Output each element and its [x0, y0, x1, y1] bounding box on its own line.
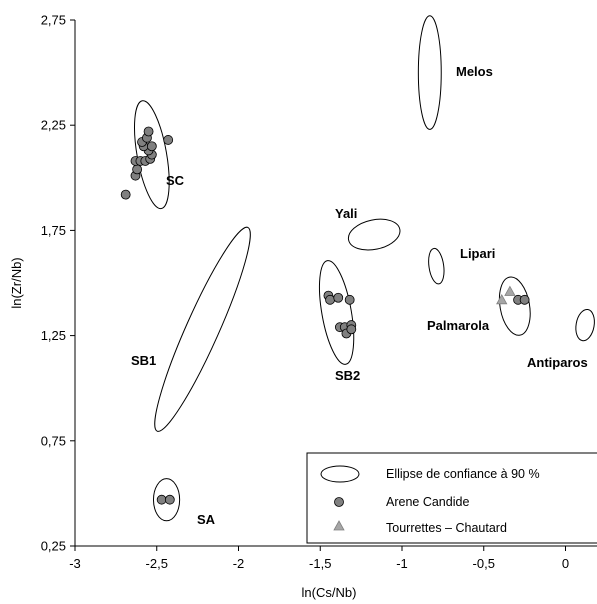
- point-tourrettes-chautard: [496, 294, 508, 305]
- group-label-sb2: SB2: [335, 368, 360, 383]
- point-arene-candide: [519, 294, 530, 305]
- point-arene-candide: [143, 126, 154, 137]
- point-arene-candide: [132, 164, 143, 175]
- group-label-yali: Yali: [335, 206, 357, 221]
- y-tick-label: 0,25: [41, 539, 66, 554]
- x-tick-label: 0: [562, 556, 569, 571]
- legend: Ellipse de confiance à 90 % Arene Candid…: [306, 452, 597, 544]
- ellipse-palmarola: [498, 276, 531, 336]
- point-arene-candide: [146, 141, 157, 152]
- point-arene-candide: [325, 294, 335, 305]
- ellipse-sa: [152, 478, 181, 522]
- axes: [74, 20, 597, 547]
- legend-label-arene-candide: Arene Candide: [386, 495, 469, 509]
- y-tick-label: 1,75: [41, 223, 66, 238]
- ellipse-lipari: [428, 247, 445, 285]
- legend-label-ellipse: Ellipse de confiance à 90 %: [386, 467, 540, 481]
- point-arene-candide: [333, 292, 344, 303]
- legend-label-tourrettes: Tourrettes – Chautard: [386, 521, 507, 535]
- point-arene-candide: [164, 494, 175, 505]
- point-arene-candide: [156, 494, 167, 505]
- ellipse-sb2: [318, 260, 355, 365]
- x-tick-label: -3: [69, 556, 81, 571]
- point-arene-candide: [163, 135, 174, 145]
- ellipse-yali: [347, 218, 401, 251]
- group-label-antiparos: Antiparos: [527, 355, 588, 370]
- point-tourrettes-chautard: [504, 285, 516, 296]
- group-label-sc: SC: [166, 173, 185, 188]
- y-tick-label: 0,75: [41, 433, 66, 448]
- point-arene-candide: [120, 189, 131, 200]
- ellipse-antiparos: [575, 308, 595, 342]
- y-tick-label: 2,25: [41, 118, 66, 133]
- ellipse-sb1: [154, 226, 251, 432]
- group-label-palmarola: Palmarola: [427, 318, 490, 333]
- group-label-sb1: SB1: [131, 353, 156, 368]
- x-tick-label: -1,5: [309, 556, 331, 571]
- group-label-lipari: Lipari: [460, 246, 495, 261]
- x-axis-title: ln(Cs/Nb): [302, 585, 357, 600]
- y-tick-label: 1,25: [41, 328, 66, 343]
- point-arene-candide: [346, 324, 357, 335]
- group-label-sa: SA: [197, 512, 216, 527]
- plot-area: Melos SC Yali Lipari Palmarola SB2 Antiparos SB…: [120, 15, 595, 527]
- ellipse-melos: [417, 15, 442, 130]
- y-tick-label: 2,75: [41, 13, 66, 28]
- point-arene-candide: [344, 294, 355, 305]
- legend-box: [306, 452, 597, 544]
- x-tick-label: -2: [233, 556, 245, 571]
- legend-triangle-symbol: [333, 520, 345, 531]
- group-label-melos: Melos: [456, 64, 493, 79]
- y-axis-title: ln(Zr/Nb): [9, 257, 24, 308]
- ticks: -3 -2,5 -2 -1,5 -1 -0,5 0 0,25 0,75 1,25 1,75 2,25 2…: [41, 13, 569, 572]
- x-tick-label: -1: [396, 556, 408, 571]
- legend-circle-symbol: [334, 497, 344, 507]
- x-tick-label: -0,5: [473, 556, 495, 571]
- legend-ellipse-symbol: [320, 465, 360, 483]
- x-tick-label: -2,5: [146, 556, 168, 571]
